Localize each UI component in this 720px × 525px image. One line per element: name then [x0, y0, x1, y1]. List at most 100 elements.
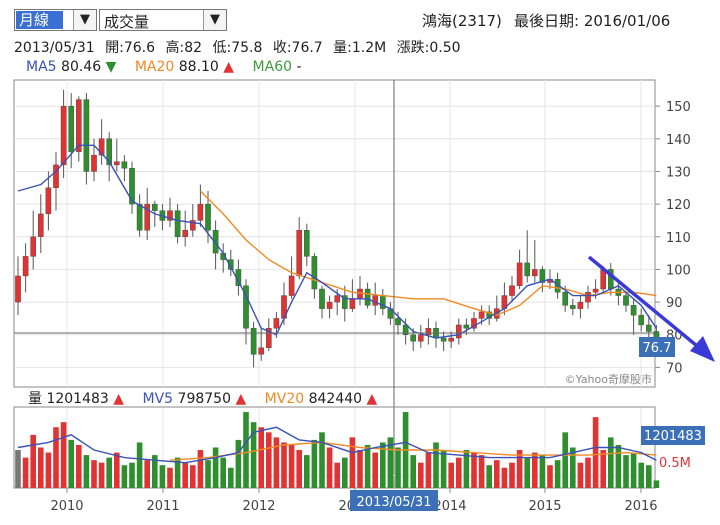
ohlc-change: 漲跌:0.50 [396, 40, 461, 56]
ohlc-row: 2013/05/31 開:76.6 高:82 低:75.8 收:76.7 量:1… [14, 37, 467, 57]
volume-bar [136, 442, 143, 488]
volume-bar [326, 447, 333, 488]
candle-body [448, 337, 455, 342]
ma60-label: MA60 [252, 59, 293, 75]
candle-body [630, 305, 637, 316]
candle-body [22, 256, 29, 277]
ma5-line [17, 144, 657, 339]
candle-body [227, 259, 234, 270]
price-tick-label: 130 [666, 165, 691, 180]
volume-bar [547, 465, 553, 488]
volume-bar [273, 437, 280, 488]
indicator-select-value: 成交量 [104, 13, 150, 31]
up-arrow-icon: ▲ [366, 391, 378, 407]
volume-bar [114, 452, 120, 488]
volume-bar [205, 460, 211, 488]
price-panel-frame [13, 79, 656, 388]
candle-body [577, 301, 584, 309]
candle-body [425, 328, 432, 335]
candle-body [60, 105, 67, 166]
volume-bar [494, 460, 500, 488]
up-arrow-icon: ▲ [223, 59, 235, 75]
candle-body [516, 262, 523, 286]
chevron-down-icon[interactable]: ▼ [203, 10, 226, 30]
candle-body [539, 269, 546, 283]
candle-body [570, 305, 576, 309]
volume-bar [228, 467, 234, 488]
volume-badge-bg [641, 426, 705, 445]
candle-body [68, 105, 74, 153]
volume-bar [174, 457, 181, 488]
candle-body [30, 236, 37, 257]
volume-bar [501, 467, 508, 488]
candle-body [15, 275, 21, 303]
ma-legend: MA5 80.46 ▼ MA20 88.10 ▲ MA60 - [26, 59, 302, 75]
volume-bar [653, 480, 660, 488]
volume-bar [456, 457, 462, 488]
candle-body [174, 210, 181, 237]
indicator-select[interactable]: 成交量 ▼ [99, 9, 227, 31]
candle-body [471, 318, 477, 329]
candle-body [456, 324, 462, 339]
candle-body [349, 298, 356, 309]
volume-bar [646, 465, 652, 488]
volume-bar [159, 465, 166, 488]
ma20-label: MA20 [134, 59, 175, 75]
volume-bar [266, 432, 272, 488]
candle-body [250, 328, 257, 355]
price-badge: 76.7 [643, 341, 672, 356]
price-tick-label: 70 [666, 361, 683, 376]
price-tick-label: 110 [666, 231, 691, 246]
ohlc-low: 低:75.8 [212, 40, 263, 56]
candle-body [585, 292, 591, 303]
candle-body [418, 334, 424, 342]
candle-body [205, 203, 211, 231]
candle-body [326, 301, 333, 309]
trend-arrow-head [690, 336, 715, 362]
up-arrow-icon: ▲ [113, 391, 125, 407]
candle-body [106, 138, 112, 166]
chevron-down-icon[interactable]: ▼ [73, 10, 96, 30]
volume-bar [577, 462, 584, 488]
candle-body [509, 285, 515, 296]
ma5-label: MA5 [26, 59, 57, 75]
volume-bar [395, 447, 401, 488]
vol-value: 1201483 [46, 391, 109, 407]
ohlc-volume: 量:1.2M [333, 40, 387, 56]
volume-bar [418, 462, 424, 488]
volume-bar [372, 452, 378, 488]
candle-body [646, 324, 652, 332]
price-tick-label: 120 [666, 198, 691, 213]
volume-bar [600, 450, 606, 488]
candle-body [151, 203, 158, 211]
volume-legend: 量 1201483 ▲ MV5 798750 ▲ MV20 842440 ▲ [28, 388, 377, 408]
candle-body [182, 230, 189, 237]
volume-bar [608, 437, 614, 488]
volume-bar [311, 439, 318, 488]
candle-body [113, 161, 120, 166]
candle-body [129, 167, 135, 205]
volume-bar [539, 455, 546, 488]
candle-body [319, 288, 325, 309]
volume-bar [76, 444, 82, 488]
volume-bar [22, 457, 29, 488]
volume-bar [98, 462, 105, 488]
volume-bar [387, 437, 394, 488]
volume-bar [478, 455, 485, 488]
trend-arrow-line [587, 255, 710, 357]
candle-body [638, 314, 644, 326]
candle-body [402, 324, 409, 335]
volume-axis-label: 0.5M [659, 456, 691, 471]
volume-bar [516, 450, 523, 488]
volume-bar [554, 460, 561, 488]
period-select[interactable]: 月線 ▼ [14, 9, 97, 31]
volume-badge: 1201483 [644, 429, 702, 444]
volume-bar [212, 447, 219, 488]
volume-bar [45, 452, 52, 488]
volume-bar [425, 452, 432, 488]
volume-bar [433, 442, 439, 488]
volume-bar [357, 450, 363, 488]
price-tick-label: 150 [666, 100, 691, 115]
watermark: ©Yahoo奇摩股市 [565, 372, 652, 386]
